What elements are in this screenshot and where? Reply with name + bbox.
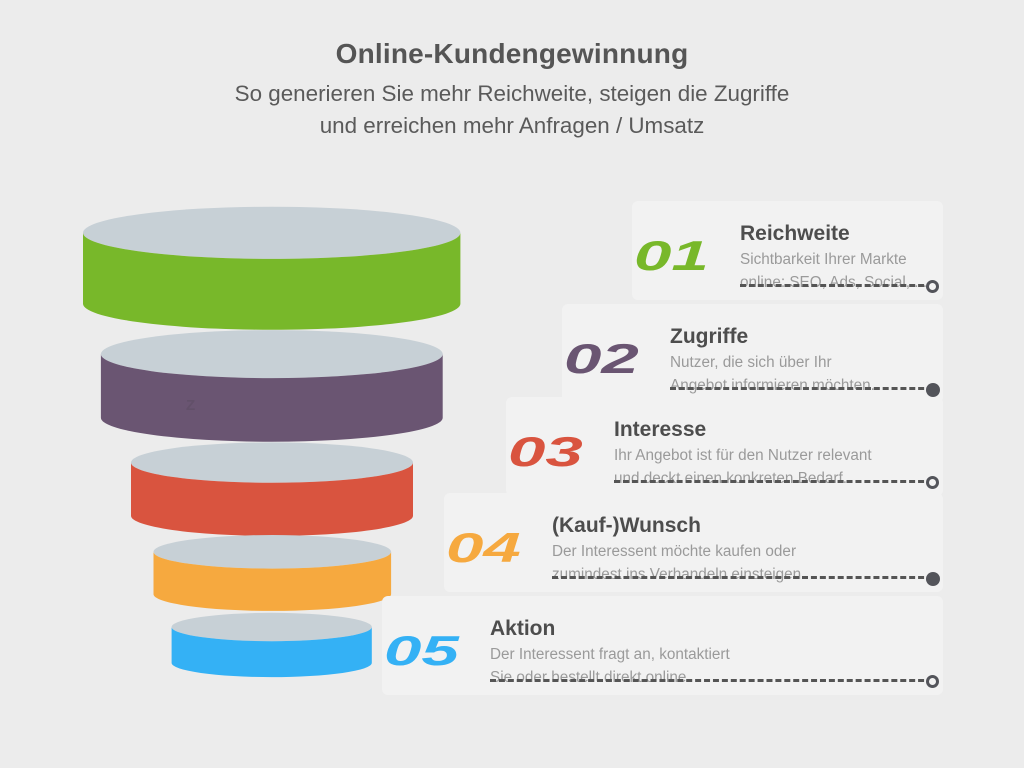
svg-text:Z: Z [186,397,195,414]
